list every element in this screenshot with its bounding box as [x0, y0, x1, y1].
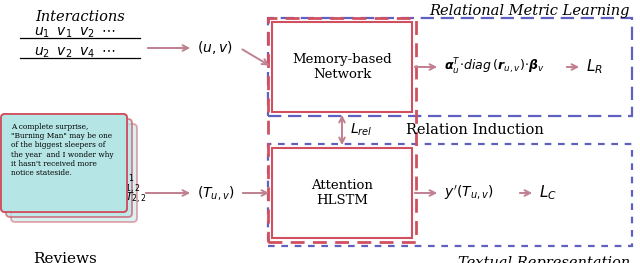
Text: $u_2 \;\; v_2 \;\; v_4 \;\; \cdots$: $u_2 \;\; v_2 \;\; v_4 \;\; \cdots$	[34, 46, 116, 60]
Text: $T_{1,1}$: $T_{1,1}$	[113, 170, 135, 186]
Text: $u_1 \;\; v_1 \;\; v_2 \;\; \cdots$: $u_1 \;\; v_1 \;\; v_2 \;\; \cdots$	[34, 26, 116, 41]
Bar	[268, 18, 416, 242]
Text: $(T_{u,v})$: $(T_{u,v})$	[197, 184, 234, 202]
FancyBboxPatch shape	[1, 114, 127, 212]
Text: $\boldsymbol{\alpha}_u^T \!\cdot\! diag\,(\boldsymbol{r}_{u,v}) \!\cdot\! \bolds: $\boldsymbol{\alpha}_u^T \!\cdot\! diag\…	[444, 57, 545, 77]
Text: Relation Induction: Relation Induction	[406, 123, 544, 137]
Bar	[272, 148, 412, 238]
Text: Interactions: Interactions	[35, 10, 125, 24]
FancyBboxPatch shape	[11, 124, 137, 222]
Text: $L_R$: $L_R$	[586, 58, 603, 76]
Text: $L_{rel}$: $L_{rel}$	[350, 122, 372, 138]
Bar	[268, 144, 632, 246]
Bar	[272, 22, 412, 112]
Text: $T_{1,2}$: $T_{1,2}$	[119, 180, 141, 196]
Text: Reviews: Reviews	[33, 252, 97, 263]
Text: $T_{2,2}$: $T_{2,2}$	[125, 190, 147, 206]
Text: Relational Metric Learning: Relational Metric Learning	[429, 4, 630, 18]
Text: $(u,v)$: $(u,v)$	[197, 39, 233, 57]
Text: $y'(T_{u,v})$: $y'(T_{u,v})$	[444, 184, 493, 202]
Text: A complete surprise,
"Burning Man" may be one
of the biggest sleepers of
the yea: A complete surprise, "Burning Man" may b…	[11, 123, 113, 177]
Text: Attention
HLSTM: Attention HLSTM	[311, 179, 373, 207]
Text: Memory-based
Network: Memory-based Network	[292, 53, 392, 81]
FancyBboxPatch shape	[6, 119, 132, 217]
Bar	[268, 18, 632, 116]
FancyBboxPatch shape	[1, 114, 127, 212]
Text: $L_C$: $L_C$	[539, 184, 557, 202]
Text: Textual Representation: Textual Representation	[458, 256, 630, 263]
